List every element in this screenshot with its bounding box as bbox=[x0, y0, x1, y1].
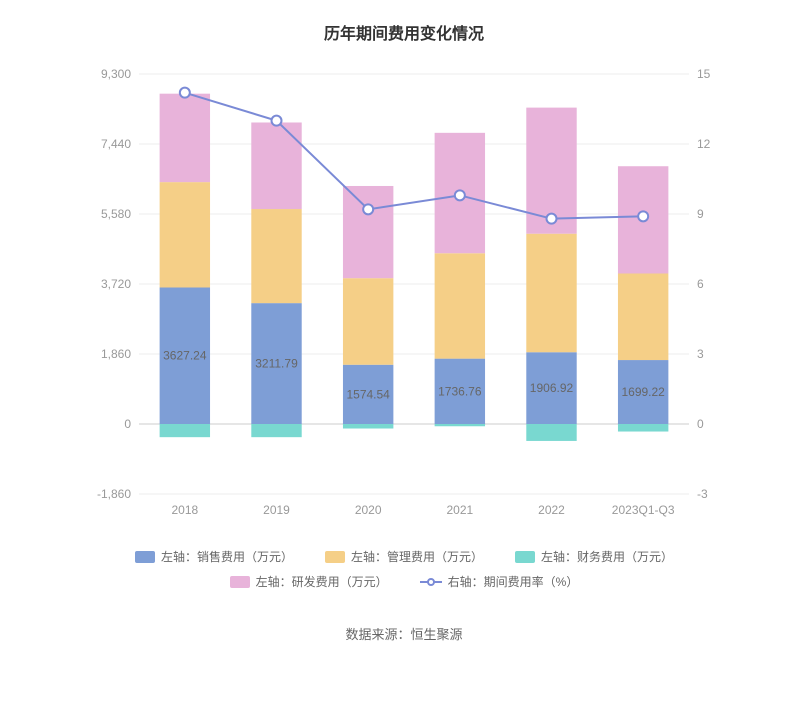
rate-marker bbox=[272, 116, 282, 126]
chart-container: 历年期间费用变化情况 -1,860 0 1,860 3,720 5,580 7,440 9,… bbox=[0, 0, 808, 718]
legend-label: 左轴：销售费用（万元） bbox=[161, 548, 293, 565]
right-axis-tick: -3 bbox=[697, 487, 708, 501]
left-axis-tick: -1,860 bbox=[97, 487, 131, 501]
finance-bar bbox=[343, 424, 393, 429]
right-axis-tick: 9 bbox=[697, 207, 704, 221]
rate-marker bbox=[363, 204, 373, 214]
rate-marker bbox=[547, 214, 557, 224]
chart-title: 历年期间费用变化情况 bbox=[30, 20, 778, 44]
category-label: 2022 bbox=[538, 503, 565, 517]
legend-item-admin: 左轴：管理费用（万元） bbox=[325, 548, 483, 565]
category-label: 2019 bbox=[263, 503, 290, 517]
left-axis-tick: 0 bbox=[124, 417, 131, 431]
legend-item-sales: 左轴：销售费用（万元） bbox=[135, 548, 293, 565]
finance-bar bbox=[618, 424, 668, 432]
admin-bar bbox=[160, 182, 210, 287]
admin-bar bbox=[343, 278, 393, 365]
finance-bar bbox=[251, 424, 301, 437]
right-axis-tick: 0 bbox=[697, 417, 704, 431]
admin-bar bbox=[526, 234, 576, 353]
rate-marker bbox=[180, 88, 190, 98]
left-axis-tick: 5,580 bbox=[101, 207, 131, 221]
category-label: 2023Q1-Q3 bbox=[612, 503, 675, 517]
data-source: 数据来源：恒生聚源 bbox=[30, 624, 778, 643]
left-axis-tick: 7,440 bbox=[101, 137, 131, 151]
category-label: 2021 bbox=[446, 503, 473, 517]
legend-label: 右轴：期间费用率（%） bbox=[448, 573, 579, 590]
rate-marker bbox=[455, 190, 465, 200]
right-axis-tick: 3 bbox=[697, 347, 704, 361]
rd-bar bbox=[160, 94, 210, 182]
right-axis-tick: 6 bbox=[697, 277, 704, 291]
finance-bar bbox=[435, 424, 485, 426]
legend-label: 左轴：研发费用（万元） bbox=[256, 573, 388, 590]
legend-swatch bbox=[135, 551, 155, 563]
legend-item-finance: 左轴：财务费用（万元） bbox=[515, 548, 673, 565]
bar-value-label: 1574.54 bbox=[346, 387, 390, 401]
legend-label: 左轴：管理费用（万元） bbox=[351, 548, 483, 565]
bar-value-label: 1699.22 bbox=[621, 385, 665, 399]
legend-item-rate: 右轴：期间费用率（%） bbox=[420, 573, 579, 590]
legend: 左轴：销售费用（万元） 左轴：管理费用（万元） 左轴：财务费用（万元） 左轴：研发费用… bbox=[114, 544, 694, 594]
bar-value-label: 3627.24 bbox=[163, 349, 207, 363]
finance-bar bbox=[160, 424, 210, 437]
right-axis-tick: 12 bbox=[697, 137, 711, 151]
bar-value-label: 3211.79 bbox=[255, 357, 298, 371]
chart-svg: -1,860 0 1,860 3,720 5,580 7,440 9,300 -3 0 3 6 9 12… bbox=[79, 64, 729, 524]
admin-bar bbox=[435, 253, 485, 358]
bar-value-label: 1736.76 bbox=[438, 384, 482, 398]
plot-area: -1,860 0 1,860 3,720 5,580 7,440 9,300 -3 0 3 6 9 12… bbox=[79, 64, 729, 524]
category-label: 2020 bbox=[355, 503, 382, 517]
rate-marker bbox=[638, 211, 648, 221]
legend-swatch bbox=[515, 551, 535, 563]
rd-bar bbox=[343, 186, 393, 278]
legend-item-rd: 左轴：研发费用（万元） bbox=[230, 573, 388, 590]
legend-swatch bbox=[325, 551, 345, 563]
right-axis-tick: 15 bbox=[697, 67, 711, 81]
left-axis-tick: 3,720 bbox=[101, 277, 131, 291]
admin-bar bbox=[618, 273, 668, 360]
legend-label: 左轴：财务费用（万元） bbox=[541, 548, 673, 565]
finance-bar bbox=[526, 424, 576, 441]
legend-swatch bbox=[230, 576, 250, 588]
rd-bar bbox=[251, 122, 301, 209]
admin-bar bbox=[251, 209, 301, 303]
left-axis-tick: 9,300 bbox=[101, 67, 131, 81]
bar-value-label: 1906.92 bbox=[530, 381, 574, 395]
category-label: 2018 bbox=[171, 503, 198, 517]
legend-line-swatch bbox=[420, 576, 442, 588]
left-axis-tick: 1,860 bbox=[101, 347, 131, 361]
